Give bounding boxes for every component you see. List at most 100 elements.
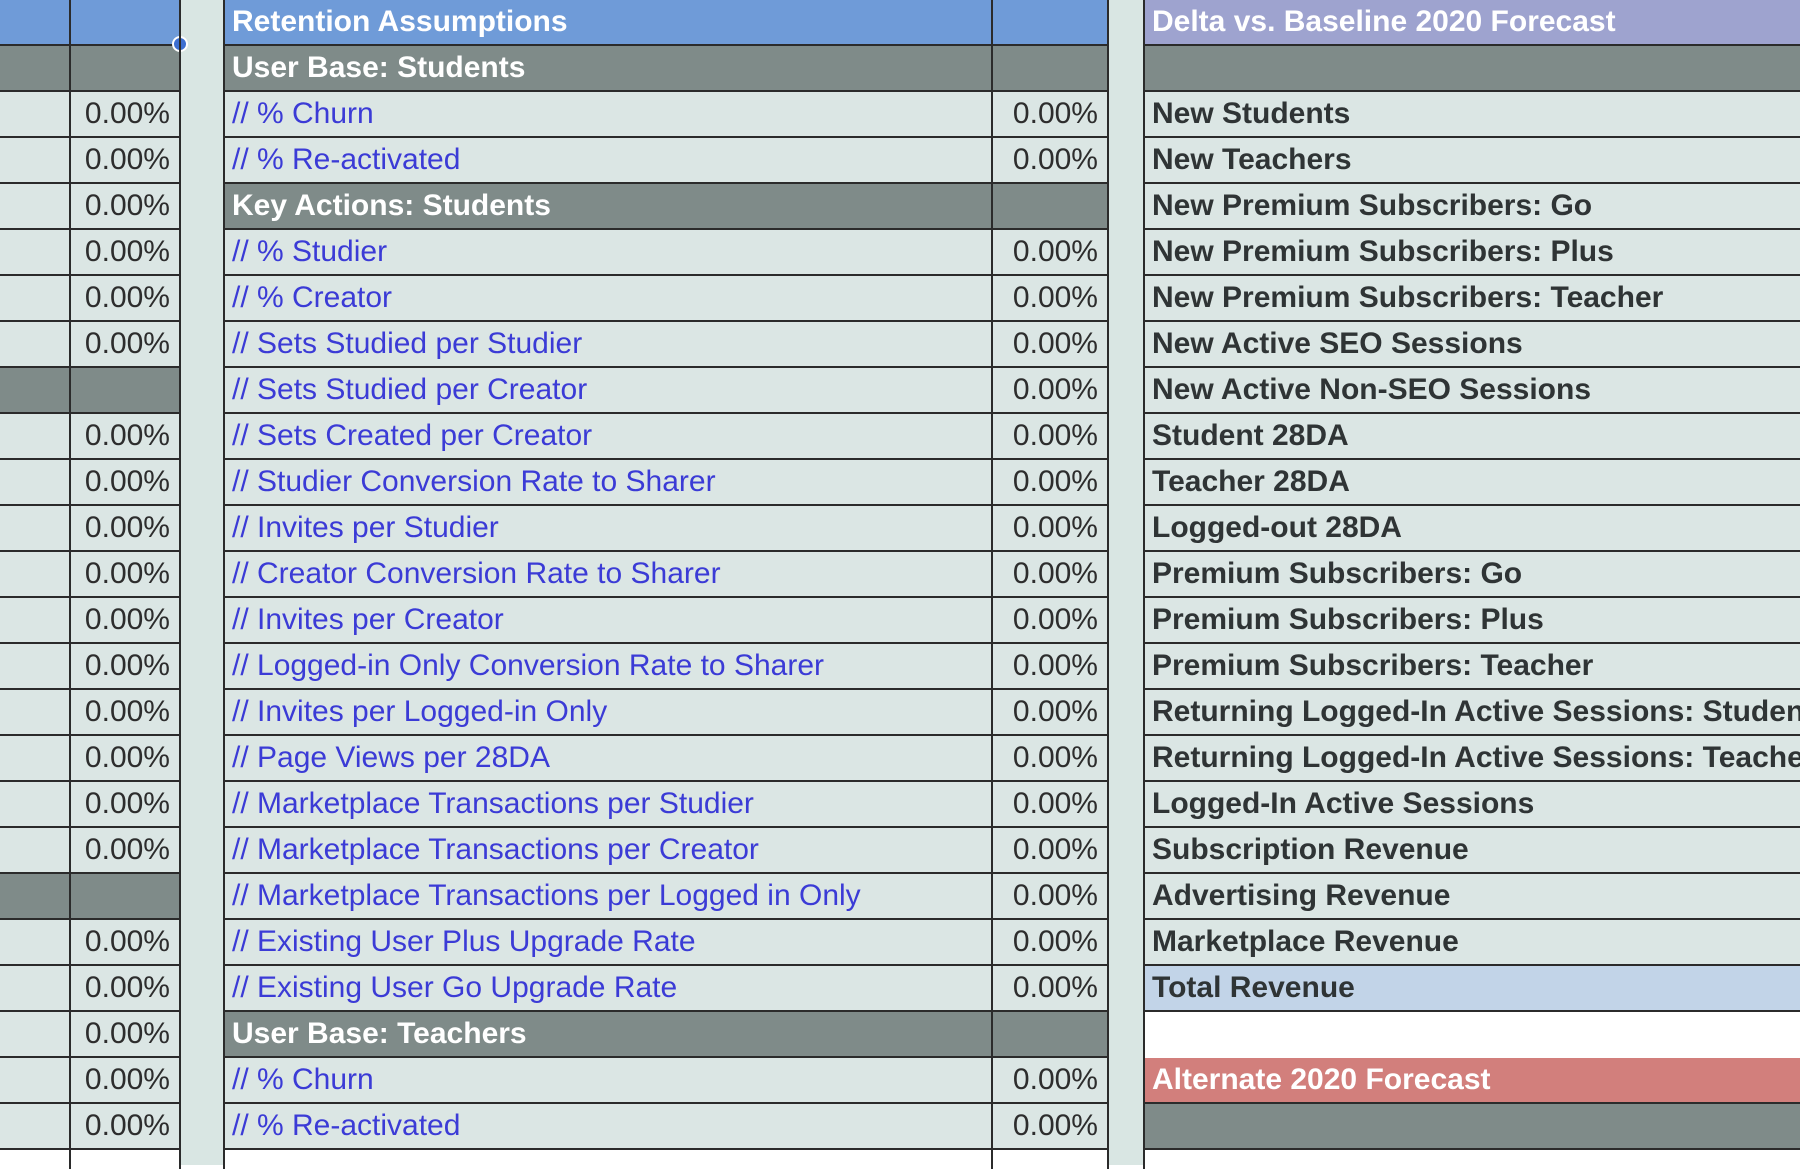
left-blank-cell[interactable] bbox=[0, 966, 70, 1012]
left-value-cell[interactable]: 0.00% bbox=[70, 920, 180, 966]
assumption-value[interactable]: 0.00% bbox=[992, 782, 1108, 828]
left-blank-cell[interactable] bbox=[0, 690, 70, 736]
left-blank-cell[interactable] bbox=[0, 1104, 70, 1150]
left-value-cell[interactable]: 0.00% bbox=[70, 414, 180, 460]
left-value-cell[interactable]: 0.00% bbox=[70, 1104, 180, 1150]
delta-metric-label[interactable]: Marketplace Revenue bbox=[1144, 920, 1800, 966]
delta-metric-label[interactable]: Teacher 28DA bbox=[1144, 460, 1800, 506]
left-value-cell[interactable]: 0.00% bbox=[70, 92, 180, 138]
assumption-value[interactable]: 0.00% bbox=[992, 966, 1108, 1012]
delta-metric-label[interactable]: Returning Logged-In Active Sessions: Tea… bbox=[1144, 736, 1800, 782]
assumption-value[interactable]: 0.00% bbox=[992, 644, 1108, 690]
left-value-cell[interactable]: 0.00% bbox=[70, 460, 180, 506]
delta-metric-label[interactable]: Logged-out 28DA bbox=[1144, 506, 1800, 552]
left-blank-cell[interactable] bbox=[0, 644, 70, 690]
assumption-value[interactable]: 0.00% bbox=[992, 598, 1108, 644]
delta-metric-label[interactable]: New Premium Subscribers: Teacher bbox=[1144, 276, 1800, 322]
left-blank-cell[interactable] bbox=[0, 552, 70, 598]
left-value-cell[interactable]: 0.00% bbox=[70, 828, 180, 874]
delta-metric-label[interactable]: Logged-In Active Sessions bbox=[1144, 782, 1800, 828]
assumption-value[interactable]: 0.00% bbox=[992, 690, 1108, 736]
assumption-label[interactable]: // Studier Conversion Rate to Sharer bbox=[224, 460, 992, 506]
assumption-label[interactable]: // Invites per Studier bbox=[224, 506, 992, 552]
delta-metric-label[interactable]: Advertising Revenue bbox=[1144, 874, 1800, 920]
delta-metric-label[interactable]: New Students bbox=[1144, 92, 1800, 138]
left-blank-cell[interactable] bbox=[0, 598, 70, 644]
assumption-value[interactable]: 0.00% bbox=[992, 920, 1108, 966]
left-value-cell[interactable]: 0.00% bbox=[70, 184, 180, 230]
left-value-cell[interactable]: 0.00% bbox=[70, 736, 180, 782]
assumption-label[interactable]: // % Studier bbox=[224, 230, 992, 276]
assumption-label[interactable]: // Marketplace Transactions per Creator bbox=[224, 828, 992, 874]
left-blank-cell[interactable] bbox=[0, 782, 70, 828]
assumption-value[interactable]: 0.00% bbox=[992, 414, 1108, 460]
left-blank-cell[interactable] bbox=[0, 322, 70, 368]
assumption-label[interactable]: // Invites per Creator bbox=[224, 598, 992, 644]
delta-metric-label[interactable]: Student 28DA bbox=[1144, 414, 1800, 460]
left-blank-cell[interactable] bbox=[0, 92, 70, 138]
left-blank-cell[interactable] bbox=[0, 276, 70, 322]
assumption-value[interactable]: 0.00% bbox=[992, 1104, 1108, 1150]
assumption-label[interactable]: // Page Views per 28DA bbox=[224, 736, 992, 782]
assumption-label[interactable]: // Sets Studied per Creator bbox=[224, 368, 992, 414]
delta-metric-label[interactable]: New Premium Subscribers: Go bbox=[1144, 184, 1800, 230]
delta-metric-label[interactable]: New Premium Subscribers: Plus bbox=[1144, 230, 1800, 276]
left-value-cell[interactable]: 0.00% bbox=[70, 966, 180, 1012]
left-blank-cell[interactable] bbox=[0, 1012, 70, 1058]
assumption-label[interactable]: // % Churn bbox=[224, 92, 992, 138]
left-blank-cell[interactable] bbox=[0, 230, 70, 276]
delta-metric-label[interactable]: New Teachers bbox=[1144, 138, 1800, 184]
left-blank-cell[interactable] bbox=[0, 414, 70, 460]
left-value-cell[interactable]: 0.00% bbox=[70, 644, 180, 690]
left-blank-cell[interactable] bbox=[0, 736, 70, 782]
assumption-label[interactable]: // Creator Conversion Rate to Sharer bbox=[224, 552, 992, 598]
assumption-label[interactable]: // Marketplace Transactions per Logged i… bbox=[224, 874, 992, 920]
delta-metric-label[interactable]: New Active SEO Sessions bbox=[1144, 322, 1800, 368]
left-value-cell[interactable]: 0.00% bbox=[70, 276, 180, 322]
assumption-value[interactable]: 0.00% bbox=[992, 506, 1108, 552]
assumption-value[interactable]: 0.00% bbox=[992, 1058, 1108, 1104]
left-blank-cell[interactable] bbox=[0, 460, 70, 506]
assumption-label[interactable]: // Marketplace Transactions per Studier bbox=[224, 782, 992, 828]
assumption-value[interactable]: 0.00% bbox=[992, 368, 1108, 414]
left-blank-cell[interactable] bbox=[0, 138, 70, 184]
assumption-label[interactable]: // Existing User Go Upgrade Rate bbox=[224, 966, 992, 1012]
left-value-cell[interactable]: 0.00% bbox=[70, 506, 180, 552]
left-blank-cell[interactable] bbox=[0, 1058, 70, 1104]
left-blank-cell[interactable] bbox=[0, 920, 70, 966]
delta-total-label[interactable]: Total Revenue bbox=[1144, 966, 1800, 1012]
assumption-label[interactable]: // Sets Created per Creator bbox=[224, 414, 992, 460]
left-value-cell[interactable]: 0.00% bbox=[70, 598, 180, 644]
left-blank-cell[interactable] bbox=[0, 828, 70, 874]
assumption-value[interactable]: 0.00% bbox=[992, 552, 1108, 598]
left-blank-cell[interactable] bbox=[0, 184, 70, 230]
delta-metric-label[interactable]: Premium Subscribers: Plus bbox=[1144, 598, 1800, 644]
left-value-cell[interactable]: 0.00% bbox=[70, 1012, 180, 1058]
left-value-cell[interactable]: 0.00% bbox=[70, 322, 180, 368]
assumption-label[interactable]: // Sets Studied per Studier bbox=[224, 322, 992, 368]
left-value-cell[interactable]: 0.00% bbox=[70, 782, 180, 828]
delta-metric-label[interactable]: Premium Subscribers: Teacher bbox=[1144, 644, 1800, 690]
assumption-label[interactable]: // % Re-activated bbox=[224, 1104, 992, 1150]
left-value-cell[interactable]: 0.00% bbox=[70, 230, 180, 276]
assumption-label[interactable]: // % Creator bbox=[224, 276, 992, 322]
delta-metric-label[interactable]: New Active Non-SEO Sessions bbox=[1144, 368, 1800, 414]
assumption-value[interactable]: 0.00% bbox=[992, 828, 1108, 874]
left-value-cell[interactable]: 0.00% bbox=[70, 690, 180, 736]
assumption-value[interactable]: 0.00% bbox=[992, 92, 1108, 138]
assumption-value[interactable]: 0.00% bbox=[992, 460, 1108, 506]
assumption-label[interactable]: // % Churn bbox=[224, 1058, 992, 1104]
assumption-label[interactable]: // Logged-in Only Conversion Rate to Sha… bbox=[224, 644, 992, 690]
assumption-value[interactable]: 0.00% bbox=[992, 736, 1108, 782]
assumption-value[interactable]: 0.00% bbox=[992, 138, 1108, 184]
delta-blank-cell[interactable] bbox=[1144, 1012, 1800, 1058]
left-value-cell[interactable]: 0.00% bbox=[70, 138, 180, 184]
assumption-label[interactable]: // Invites per Logged-in Only bbox=[224, 690, 992, 736]
assumption-value[interactable]: 0.00% bbox=[992, 276, 1108, 322]
left-blank-cell[interactable] bbox=[0, 506, 70, 552]
delta-metric-label[interactable]: Returning Logged-In Active Sessions: Stu… bbox=[1144, 690, 1800, 736]
delta-metric-label[interactable]: Premium Subscribers: Go bbox=[1144, 552, 1800, 598]
left-value-cell[interactable]: 0.00% bbox=[70, 552, 180, 598]
assumption-value[interactable]: 0.00% bbox=[992, 874, 1108, 920]
delta-metric-label[interactable]: Subscription Revenue bbox=[1144, 828, 1800, 874]
